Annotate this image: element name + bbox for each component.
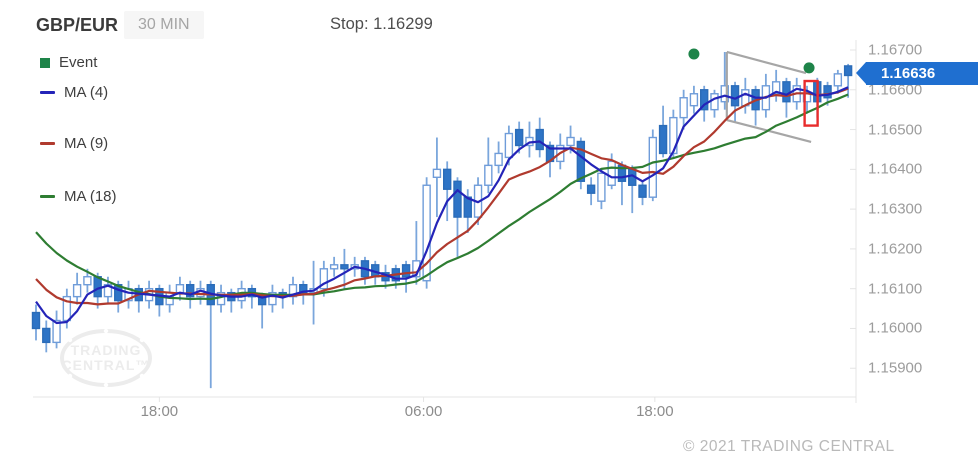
candle [586,177,596,206]
y-axis-label: 1.16500 [868,121,923,139]
event-dot-icon [803,62,815,74]
legend-label: Event [59,54,98,71]
legend-item-event: Event [40,54,97,71]
legend-item-ma18: MA (18) [40,188,117,205]
y-axis-label: 1.16100 [868,280,923,298]
candle [751,85,760,126]
candle [658,105,668,158]
candle [648,129,657,202]
candle [72,272,82,305]
candle [710,89,719,118]
candle [843,63,853,98]
candle [525,121,534,158]
candle [597,169,606,210]
candle [124,280,133,309]
candle [340,248,349,289]
stop-level-label: Stop: 1.16299 [330,15,433,33]
candle [52,310,61,349]
candle [206,280,215,389]
y-axis-label: 1.16600 [868,81,923,99]
copyright-text: © 2021 TRADING CENTRAL [683,438,895,455]
candle [175,276,185,301]
ma-9-line [35,87,849,306]
ma-4-line [35,86,849,325]
candle [216,284,226,313]
candle [782,77,791,118]
candle [730,81,740,122]
candle [134,284,144,313]
candle [401,260,411,293]
candle [432,137,442,218]
x-axis-label: 18:00 [636,403,674,420]
symbol-title: GBP/EUR [36,15,119,35]
candle [833,69,843,94]
x-axis-label: 06:00 [404,403,443,420]
y-axis-label: 1.16700 [868,41,923,59]
candle [329,256,339,277]
candle [720,51,729,110]
candle [679,89,688,130]
y-axis-label: 1.16200 [868,240,923,258]
candles [31,51,853,389]
candle [443,161,452,222]
candle [288,276,298,305]
legend-item-ma9: MA (9) [40,135,108,152]
legend-label: MA (9) [64,135,109,152]
candle [494,141,503,174]
y-axis-label: 1.16300 [868,200,923,218]
x-axis-label: 18:00 [140,403,179,420]
ma9-line-icon [40,141,55,146]
pattern-trend-line [726,50,807,75]
last-price-flag: 1.16636 [856,62,978,85]
ma-18-line [35,93,849,301]
candle [227,288,236,313]
candle [155,284,164,317]
candle [576,137,586,190]
watermark-text: TRADING [71,342,142,358]
ma4-line-icon [40,90,55,95]
legend-item-ma4: MA (4) [40,84,108,101]
timeframe-badge[interactable]: 30 MIN [124,11,204,39]
candle [360,256,370,285]
candle [628,165,637,214]
candle [638,181,647,206]
candle [247,284,257,309]
candle [31,304,41,341]
y-axis-label: 1.16400 [868,160,923,178]
event-dot-icon [688,48,700,60]
y-axis-label: 1.16000 [868,319,923,337]
candle [422,177,431,289]
candle [42,320,51,353]
event-markers [688,48,815,74]
legend-label: MA (4) [64,84,109,101]
candle [535,117,544,158]
candle [484,137,493,194]
candle [689,85,699,114]
candle [771,69,781,102]
ma18-line-icon [40,194,55,199]
watermark-text: CENTRAL™ [62,357,151,373]
axis-frame [33,40,857,403]
y-axis-label: 1.15900 [868,359,923,377]
legend-label: MA (18) [64,188,117,205]
pattern-highlight-rect [803,79,819,127]
candle [268,284,277,313]
event-square-icon [40,57,50,68]
